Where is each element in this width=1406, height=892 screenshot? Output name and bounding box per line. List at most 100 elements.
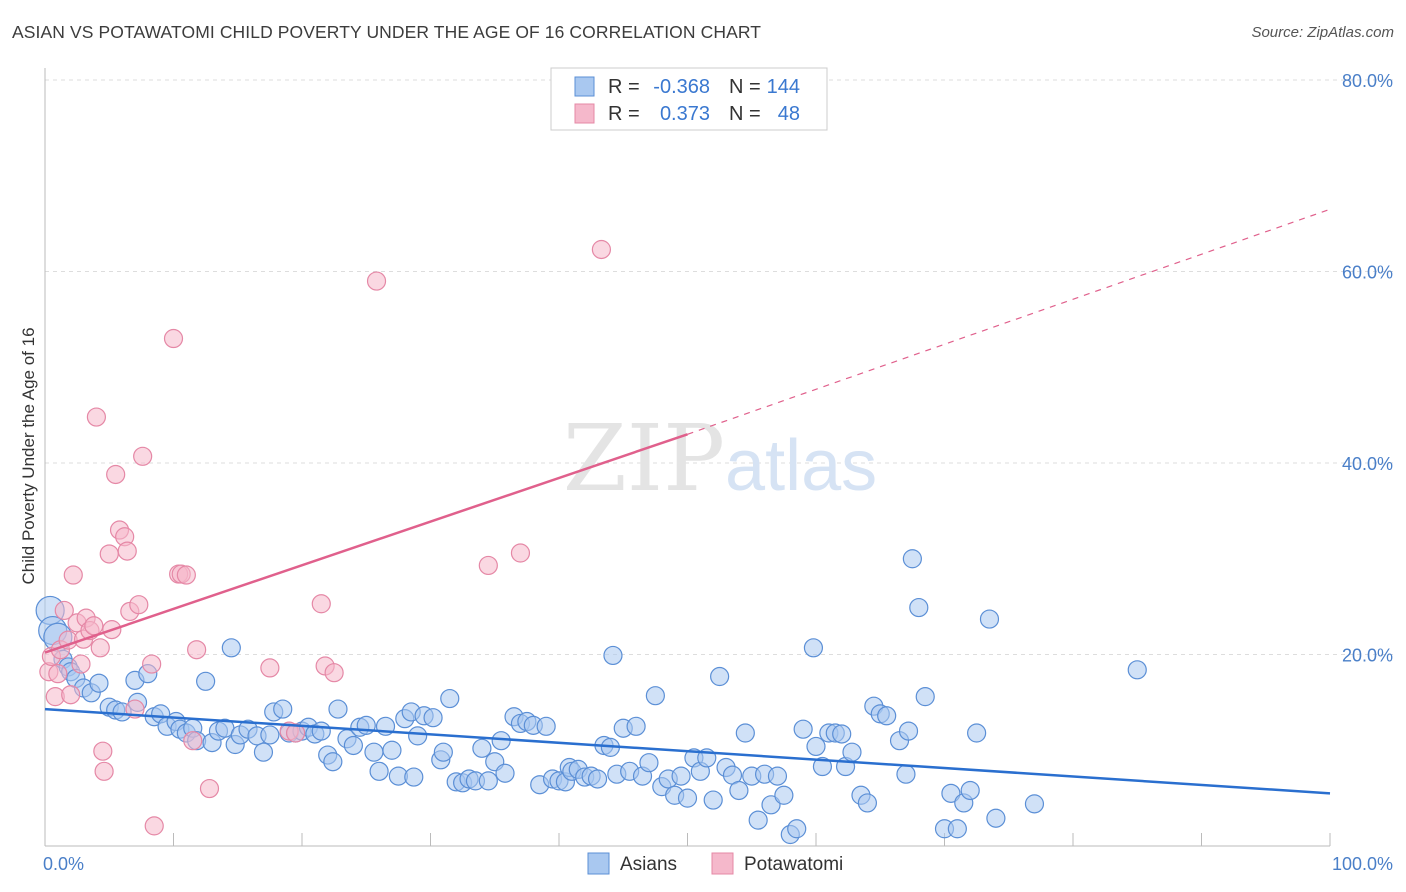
potawatomi-point [84, 616, 104, 636]
asian-point [947, 819, 967, 839]
asian-point [832, 724, 852, 744]
asian-point [793, 719, 813, 739]
potawatomi-point [199, 778, 220, 799]
asian-point [495, 763, 515, 783]
legend-r-label: R = [608, 103, 640, 125]
asian-point [382, 740, 402, 760]
potawatomi-point [117, 541, 137, 561]
asian-point [311, 721, 331, 741]
asian-bottom-legend-label: Asians [620, 854, 677, 875]
asian-point [472, 738, 492, 758]
asian-point [253, 742, 274, 762]
potawatomi-point [260, 658, 280, 678]
asian-point [710, 666, 730, 687]
potawatomi-point [86, 407, 107, 427]
asian-point [587, 769, 608, 789]
grid-layer [45, 79, 1395, 655]
y-tick-label: 20.0% [1342, 646, 1393, 666]
source-label: Source: ZipAtlas.com [1251, 24, 1394, 41]
asian-point [323, 752, 343, 772]
potawatomi-point [129, 595, 149, 615]
asian-trend-line [44, 707, 1331, 795]
asian-point [536, 716, 556, 736]
asian-point [986, 808, 1006, 828]
asian-point [364, 742, 384, 762]
asian-point [603, 645, 623, 666]
asian-point [703, 790, 723, 810]
asian-point [774, 785, 794, 805]
asian-point [767, 766, 788, 786]
asian-point [902, 549, 922, 569]
asian-point [260, 725, 280, 745]
legend-n-label: N = [729, 76, 761, 98]
y-axis-label: Child Poverty Under the Age of 16 [19, 327, 38, 584]
potawatomi-point [61, 685, 81, 705]
asian-point [626, 716, 646, 736]
potawatomi-point [90, 638, 110, 658]
x-tick-label-max: 100.0% [1332, 854, 1393, 874]
potawatomi-point [106, 464, 126, 485]
watermark-atlas: atlas [725, 426, 877, 506]
asian-point [761, 795, 781, 815]
potawatomi-point [187, 640, 207, 660]
legend-n-value: 48 [778, 103, 800, 125]
potawatomi-bottom-legend-label: Potawatomi [744, 854, 843, 875]
asian-point [1024, 794, 1045, 814]
asian-point [806, 736, 826, 757]
legend-n-value: 144 [767, 76, 800, 98]
potawatomi-point [163, 328, 184, 349]
asian-point [423, 708, 443, 728]
asian-bottom-legend-swatch [587, 852, 610, 875]
bottom-legend-layer: Asians Potawatomi [587, 852, 843, 875]
asian-point [639, 753, 659, 773]
asian-point [433, 742, 453, 762]
watermark: ZIPatlas [563, 405, 877, 512]
potawatomi-point [142, 654, 162, 674]
asian-point [677, 788, 698, 808]
potawatomi-point [591, 239, 612, 260]
y-tick-label: 40.0% [1342, 454, 1393, 474]
asian-point [645, 686, 665, 706]
asian-point [369, 761, 389, 781]
asian-point [960, 780, 980, 801]
potawatomi-point [478, 555, 498, 576]
potawatomi-point [71, 654, 91, 674]
potawatomi-trend-line [44, 433, 688, 654]
asian-point [404, 767, 424, 787]
asian-point [221, 638, 241, 658]
asian-point [735, 723, 755, 743]
asian-point [909, 597, 929, 618]
asian-point [440, 688, 460, 709]
asian-point [729, 780, 749, 801]
asian-point [196, 671, 216, 691]
asian-point [478, 771, 498, 791]
potawatomi-point [144, 816, 164, 836]
asian-point [842, 742, 862, 762]
asian-point [748, 810, 768, 830]
chart-title: ASIAN VS POTAWATOMI CHILD POVERTY UNDER … [12, 22, 762, 42]
asian-point [896, 764, 916, 784]
potawatomi-point [366, 271, 387, 291]
legend-layer: R = -0.368 N = 144 R = 0.373 N = 48 [550, 67, 828, 131]
potawatomi-point [94, 761, 114, 781]
asian-point [328, 699, 348, 719]
potawatomi-trend-extension [687, 208, 1331, 435]
asian-point [89, 673, 109, 693]
potawatomi-point [183, 731, 203, 751]
potawatomi-point [63, 565, 83, 585]
asian-point [491, 731, 511, 751]
asian-point [408, 726, 428, 746]
watermark-zip: ZIP [563, 405, 725, 512]
potawatomi-point [176, 565, 196, 585]
legend-r-value: 0.373 [660, 103, 710, 125]
legend-r-label: R = [608, 76, 640, 98]
potawatomi-bottom-legend-swatch [711, 852, 734, 875]
potawatomi-point [311, 594, 331, 614]
potawatomi-point [99, 544, 119, 564]
asian-point [273, 699, 293, 719]
asian-point [979, 609, 1000, 629]
asian-point [967, 723, 987, 743]
potawatomi-point [54, 600, 74, 621]
legend-box [550, 67, 828, 131]
